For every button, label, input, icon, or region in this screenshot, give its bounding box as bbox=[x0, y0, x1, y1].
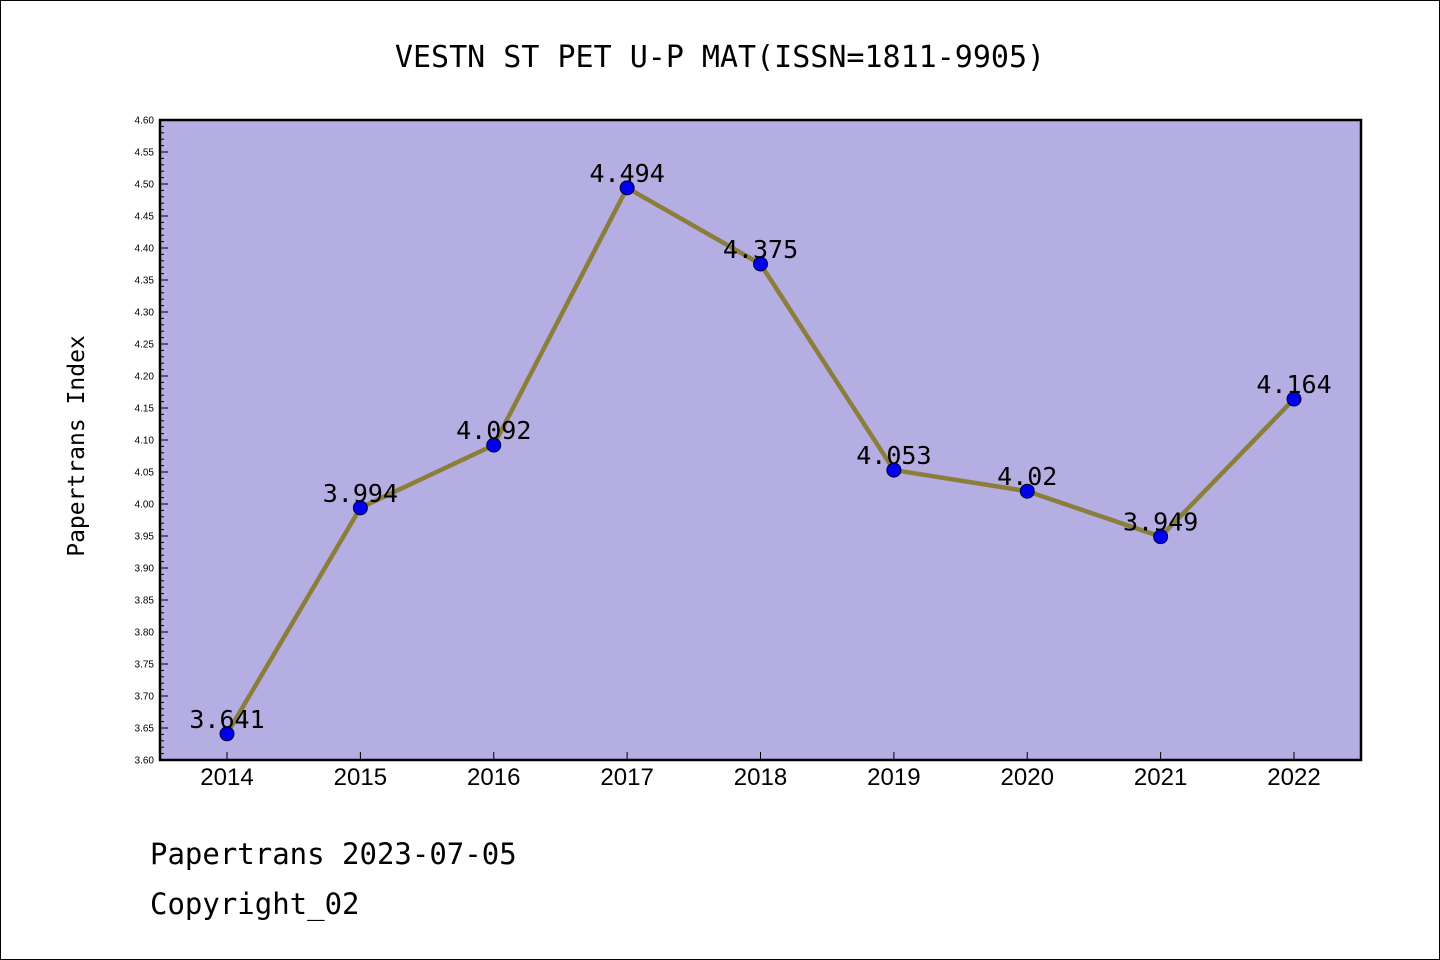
data-point bbox=[753, 256, 768, 272]
y-axis-label: Papertrans Index bbox=[64, 335, 90, 557]
y-tick-label: 4.15 bbox=[135, 404, 155, 415]
data-label: 4.494 bbox=[589, 159, 664, 188]
series-line-group: 3.641 3.994 4.092 4.494 4.375 4.053 4.02 3.949 4… bbox=[189, 159, 1332, 742]
y-tick-label: 4.05 bbox=[135, 468, 155, 479]
data-point bbox=[219, 726, 235, 742]
y-tick-label: 3.90 bbox=[135, 564, 155, 575]
y-tick-label: 3.75 bbox=[135, 660, 155, 671]
data-point bbox=[1286, 391, 1302, 407]
plot-area bbox=[160, 120, 1361, 760]
y-tick-label: 4.50 bbox=[135, 180, 155, 191]
data-label: 4.375 bbox=[723, 235, 798, 264]
y-tick-label: 4.25 bbox=[135, 340, 155, 351]
y-tick-label: 4.30 bbox=[135, 308, 155, 319]
y-tick-label: 4.60 bbox=[135, 116, 155, 127]
x-tick-label: 2017 bbox=[600, 764, 653, 791]
y-tick-label: 4.45 bbox=[135, 212, 155, 223]
x-tick-label: 2016 bbox=[467, 764, 520, 791]
chart-title: VESTN ST PET U-P MAT(ISSN=1811-9905) bbox=[395, 40, 1045, 75]
x-tick-label: 2022 bbox=[1267, 764, 1320, 791]
data-point bbox=[1153, 529, 1169, 545]
y-tick-label: 3.85 bbox=[135, 596, 155, 607]
data-point bbox=[886, 462, 902, 478]
x-tick-label: 2018 bbox=[734, 764, 787, 791]
x-axis: 2014 2015 2016 2017 2018 2019 2020 2021 2022 bbox=[200, 752, 1321, 791]
x-tick-label: 2015 bbox=[334, 764, 387, 791]
y-tick-label: 4.35 bbox=[135, 276, 155, 287]
data-label: 3.994 bbox=[323, 479, 398, 508]
data-label: 4.164 bbox=[1256, 370, 1331, 399]
x-tick-label: 2014 bbox=[200, 764, 253, 791]
footer-copyright: Copyright_02 bbox=[150, 887, 360, 922]
data-point bbox=[1019, 483, 1035, 499]
x-tick-label: 2019 bbox=[867, 764, 920, 791]
y-tick-label: 4.00 bbox=[135, 500, 155, 511]
y-tick-label: 4.10 bbox=[135, 436, 155, 447]
data-label: 4.092 bbox=[456, 416, 531, 445]
data-label: 4.053 bbox=[856, 441, 931, 470]
x-tick-label: 2021 bbox=[1134, 764, 1187, 791]
y-tick-label: 4.40 bbox=[135, 244, 155, 255]
y-tick-label: 4.20 bbox=[135, 372, 155, 383]
y-tick-label: 3.95 bbox=[135, 532, 155, 543]
data-label: 4.02 bbox=[997, 462, 1057, 491]
y-tick-label: 4.55 bbox=[135, 148, 155, 159]
data-label: 3.949 bbox=[1123, 508, 1198, 537]
data-point bbox=[352, 500, 368, 516]
data-label: 3.641 bbox=[189, 705, 264, 734]
y-axis: 3.60 3.65 3.70 3.75 3.80 3.85 3.90 3.95 4.00 4.05… bbox=[135, 116, 168, 767]
plot-border bbox=[158, 118, 1363, 762]
footer-date: Papertrans 2023-07-05 bbox=[150, 837, 517, 871]
y-tick-label: 3.70 bbox=[135, 692, 155, 703]
y-tick-label: 3.80 bbox=[135, 628, 155, 639]
y-tick-label: 3.60 bbox=[135, 756, 155, 767]
y-tick-label: 3.65 bbox=[135, 724, 155, 735]
data-point bbox=[486, 437, 502, 453]
data-point bbox=[619, 180, 635, 196]
x-tick-label: 2020 bbox=[1001, 764, 1054, 791]
